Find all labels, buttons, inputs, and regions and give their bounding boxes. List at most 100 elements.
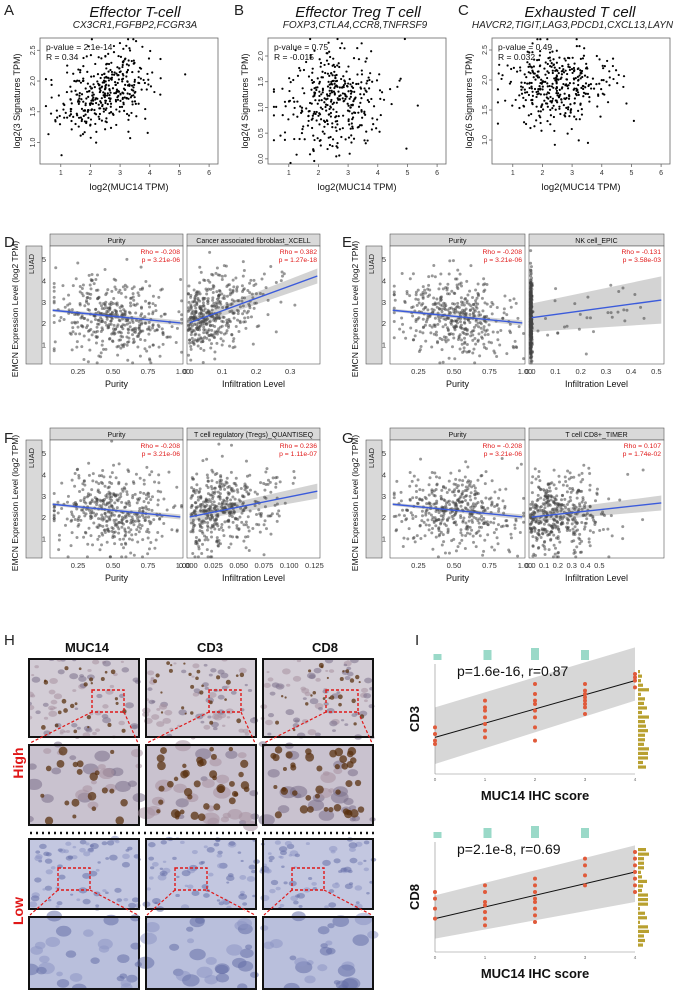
data-point [529, 317, 533, 321]
data-point [123, 529, 127, 533]
data-point [244, 546, 248, 550]
x-tick-label: 0.75 [482, 367, 497, 376]
data-point [205, 535, 209, 539]
data-point [584, 86, 587, 89]
data-point [156, 498, 160, 502]
data-point [55, 109, 58, 112]
data-point [274, 482, 278, 486]
data-point [161, 342, 165, 346]
data-point [548, 510, 552, 514]
data-point [548, 486, 552, 490]
data-point [333, 70, 336, 73]
data-point [471, 520, 475, 524]
data-point [103, 484, 107, 488]
data-point [193, 555, 197, 559]
data-point [460, 342, 464, 346]
data-point [69, 110, 72, 113]
data-point [145, 530, 149, 534]
data-point [319, 61, 323, 65]
data-point [108, 555, 112, 559]
data-point [472, 484, 476, 488]
data-point [610, 315, 614, 319]
data-point [441, 287, 445, 291]
data-point [289, 161, 292, 165]
data-point [287, 118, 290, 121]
x-axis-label: Purity [446, 573, 470, 583]
data-point [530, 322, 534, 326]
data-point [434, 518, 438, 522]
data-point [112, 323, 116, 327]
data-point [308, 153, 312, 156]
data-point [319, 144, 322, 147]
data-point [206, 538, 210, 542]
data-point [175, 485, 179, 489]
data-point [437, 511, 441, 515]
data-point [283, 138, 287, 141]
data-point [532, 76, 535, 79]
data-point [208, 504, 212, 508]
data-point [571, 532, 575, 536]
tissue-cell [148, 699, 155, 705]
data-point [127, 328, 131, 332]
data-point [201, 361, 205, 365]
tissue-cell [244, 683, 248, 687]
data-point [544, 73, 547, 76]
data-point [441, 533, 445, 537]
data-point [194, 501, 198, 505]
tissue-cell [230, 690, 237, 695]
data-point [552, 58, 555, 61]
data-point [346, 109, 350, 112]
data-point [527, 93, 531, 97]
x-tick-label: 0.50 [447, 367, 462, 376]
stained-cell [73, 729, 78, 734]
data-point [280, 274, 284, 278]
data-point [453, 493, 457, 497]
data-point [352, 137, 356, 140]
data-point [534, 536, 538, 540]
data-point [483, 315, 487, 319]
data-point [445, 501, 449, 505]
data-point [622, 308, 626, 312]
data-point [113, 542, 117, 546]
data-point [546, 91, 549, 94]
data-point [114, 83, 117, 87]
data-point [321, 130, 324, 133]
data-point [125, 71, 128, 74]
data-point [545, 495, 549, 499]
data-point [519, 462, 523, 466]
data-point [50, 83, 53, 86]
data-point [411, 536, 415, 540]
tissue-cell [286, 683, 291, 687]
data-point [162, 312, 166, 316]
data-point [418, 348, 422, 352]
data-point [491, 330, 495, 334]
data-point [197, 545, 201, 549]
data-point [538, 85, 541, 88]
data-point [539, 520, 543, 524]
data-point [214, 330, 218, 334]
data-point [362, 93, 366, 96]
tissue-cell [344, 723, 349, 727]
data-point [110, 504, 114, 508]
data-point [56, 500, 60, 504]
data-point [54, 120, 57, 123]
stained-cell [188, 672, 192, 677]
tissue-cell [96, 693, 103, 699]
data-point [459, 504, 463, 508]
data-point [118, 537, 122, 541]
data-point [321, 91, 324, 94]
data-point [215, 266, 219, 270]
data-point [437, 307, 441, 311]
data-point [199, 494, 203, 498]
data-point [530, 112, 533, 116]
panel-label: A [4, 2, 15, 19]
data-point [315, 119, 318, 122]
data-point [578, 542, 582, 546]
data-point [92, 83, 95, 86]
regression-line [392, 309, 523, 324]
data-point [411, 314, 415, 318]
data-point [325, 103, 328, 106]
data-point [425, 502, 429, 506]
data-point [378, 130, 381, 133]
data-point [583, 503, 587, 507]
